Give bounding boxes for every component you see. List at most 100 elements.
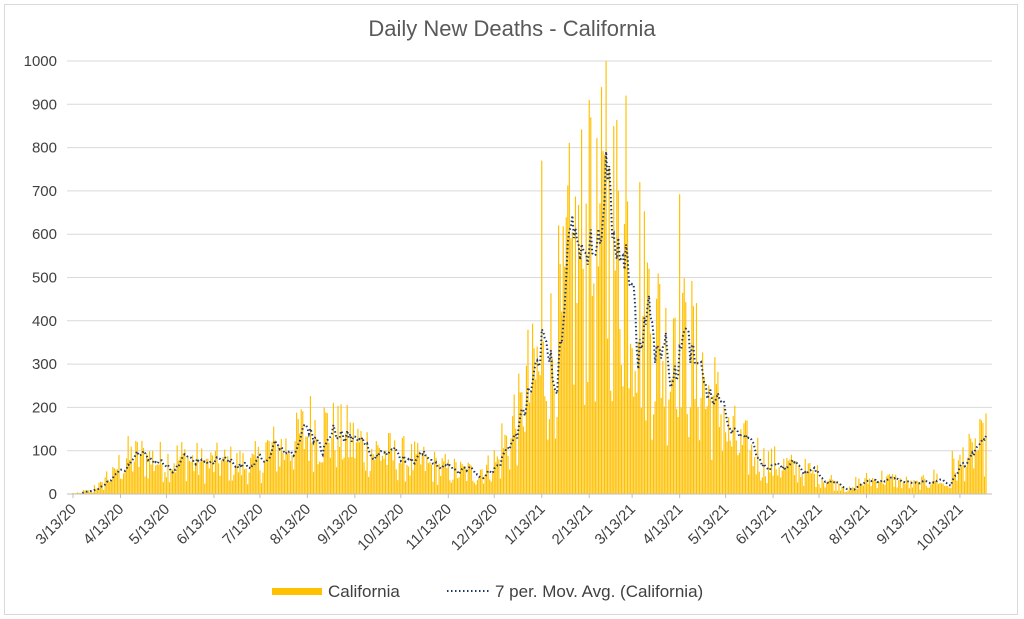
daily-bar bbox=[864, 478, 866, 494]
daily-bar bbox=[473, 482, 475, 494]
daily-bar bbox=[743, 423, 745, 494]
daily-bar bbox=[207, 458, 209, 494]
daily-bar bbox=[948, 487, 950, 494]
daily-bar bbox=[764, 476, 766, 494]
daily-bar bbox=[924, 478, 926, 494]
daily-bar bbox=[622, 386, 624, 494]
daily-bar bbox=[155, 465, 157, 494]
daily-bar bbox=[712, 395, 714, 494]
x-tick-label: 3/13/21 bbox=[592, 501, 639, 548]
daily-bar bbox=[470, 465, 472, 494]
x-tick-label: 2/13/21 bbox=[549, 501, 596, 548]
daily-bar bbox=[636, 392, 638, 494]
daily-bar bbox=[178, 460, 180, 494]
daily-bar bbox=[827, 480, 829, 494]
daily-bar bbox=[806, 471, 808, 494]
x-tick-label: 5/13/20 bbox=[126, 501, 173, 548]
chart-title: Daily New Deaths - California bbox=[368, 16, 656, 41]
daily-bar bbox=[784, 467, 786, 494]
daily-bar bbox=[571, 231, 573, 494]
daily-bar bbox=[911, 487, 914, 494]
daily-bar bbox=[959, 454, 961, 494]
daily-bar bbox=[410, 443, 413, 494]
daily-bar bbox=[875, 479, 877, 494]
daily-bar bbox=[709, 398, 711, 494]
daily-bar bbox=[705, 408, 707, 494]
daily-bar bbox=[273, 426, 275, 494]
daily-bar bbox=[152, 450, 154, 494]
daily-bar bbox=[395, 469, 397, 494]
daily-bar bbox=[885, 476, 888, 494]
daily-bar bbox=[568, 142, 570, 494]
daily-bar bbox=[708, 385, 710, 494]
daily-bar bbox=[902, 481, 904, 494]
daily-bar bbox=[381, 455, 384, 494]
daily-bar bbox=[787, 460, 789, 494]
daily-bar bbox=[427, 463, 429, 494]
daily-bar bbox=[766, 483, 768, 494]
daily-bar bbox=[640, 407, 642, 494]
daily-bar bbox=[634, 371, 636, 494]
daily-bar bbox=[387, 433, 390, 494]
daily-bar bbox=[242, 453, 244, 494]
daily-bar bbox=[440, 476, 442, 494]
daily-bar bbox=[328, 442, 330, 494]
daily-bar bbox=[807, 463, 809, 494]
daily-bar bbox=[761, 477, 763, 494]
daily-bar bbox=[692, 306, 694, 494]
daily-bar bbox=[542, 341, 544, 494]
daily-bar bbox=[810, 473, 812, 494]
daily-bar bbox=[821, 478, 823, 494]
daily-bar bbox=[498, 459, 500, 494]
daily-bar bbox=[228, 480, 230, 494]
daily-bar bbox=[594, 401, 596, 494]
daily-bar bbox=[553, 389, 555, 494]
daily-bar bbox=[121, 479, 123, 494]
daily-bar bbox=[934, 481, 937, 494]
daily-bar bbox=[890, 477, 892, 494]
daily-bar bbox=[90, 490, 92, 494]
daily-bar bbox=[939, 482, 941, 494]
daily-bar bbox=[400, 463, 402, 494]
daily-bar bbox=[957, 460, 960, 494]
daily-bar bbox=[541, 160, 543, 494]
daily-bar bbox=[380, 460, 382, 494]
daily-bar bbox=[335, 467, 338, 494]
daily-bar bbox=[868, 478, 871, 494]
daily-bar bbox=[539, 375, 541, 494]
daily-bar bbox=[412, 470, 414, 494]
daily-bar bbox=[979, 418, 981, 494]
daily-bar bbox=[398, 463, 400, 494]
daily-bar bbox=[490, 481, 492, 494]
daily-bar bbox=[544, 396, 546, 494]
daily-bar bbox=[960, 466, 963, 494]
daily-bar bbox=[796, 482, 799, 494]
daily-bar bbox=[288, 452, 290, 494]
daily-bar bbox=[666, 445, 668, 494]
daily-bar bbox=[574, 196, 577, 494]
daily-bar bbox=[164, 472, 166, 494]
daily-bar bbox=[257, 446, 259, 494]
daily-bar bbox=[106, 471, 108, 494]
daily-bar bbox=[723, 407, 725, 494]
daily-bar bbox=[585, 203, 587, 494]
daily-bar bbox=[835, 480, 837, 494]
daily-bar bbox=[528, 402, 531, 494]
daily-bar bbox=[418, 451, 420, 494]
daily-bar bbox=[83, 489, 85, 494]
x-tick-label: 7/13/21 bbox=[778, 501, 825, 548]
y-tick-label: 1000 bbox=[24, 53, 57, 70]
daily-bar bbox=[951, 450, 953, 494]
daily-bar bbox=[781, 470, 783, 494]
daily-bar bbox=[648, 268, 650, 494]
daily-bar bbox=[505, 435, 508, 494]
daily-bar bbox=[700, 398, 702, 494]
daily-bar bbox=[458, 477, 460, 494]
daily-bar bbox=[698, 440, 701, 494]
daily-bar bbox=[804, 458, 806, 494]
daily-bar bbox=[561, 311, 563, 494]
daily-bar bbox=[715, 384, 717, 494]
daily-bar bbox=[597, 266, 600, 494]
daily-bar bbox=[852, 487, 854, 494]
daily-bar bbox=[314, 420, 316, 494]
